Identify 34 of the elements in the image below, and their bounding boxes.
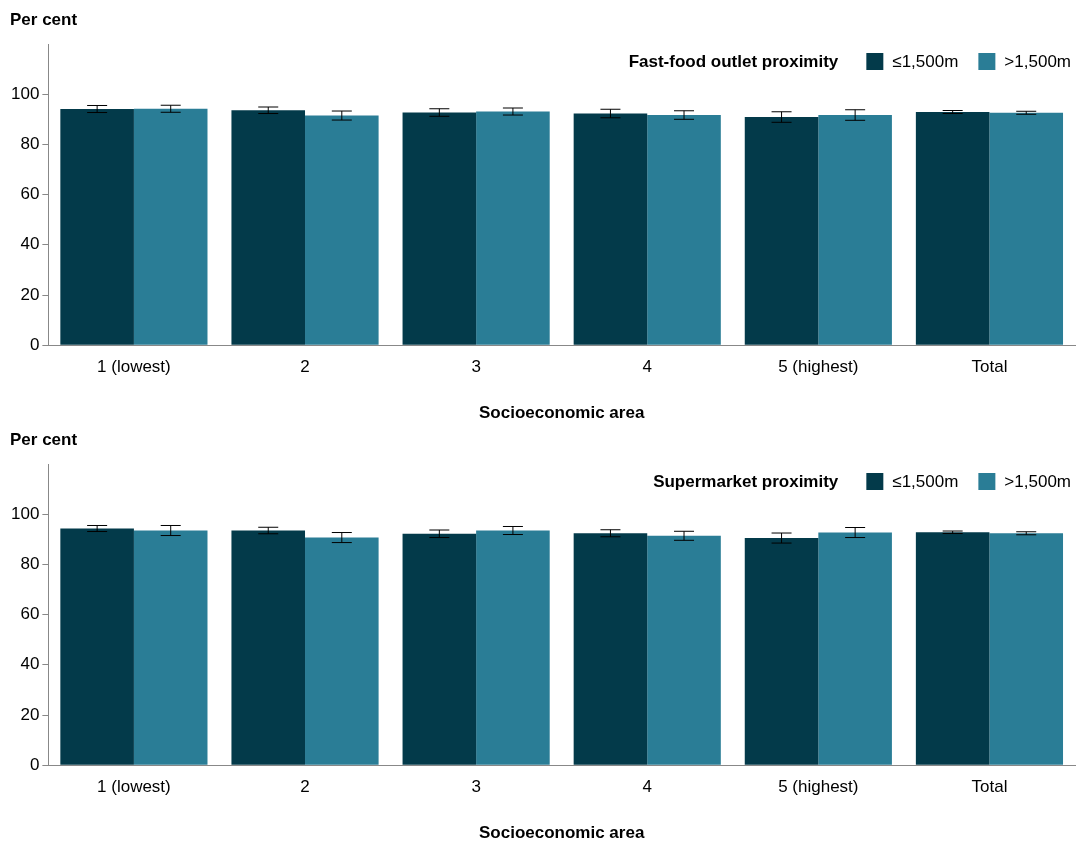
x-axis-title: Socioeconomic area: [479, 403, 645, 423]
legend-label: ≤1,500m: [892, 51, 959, 71]
y-tick-label: 20: [20, 704, 40, 724]
y-tick-label: 60: [20, 184, 40, 204]
x-tick-label: 5 (highest): [778, 777, 859, 797]
y-axis-title: Per cent: [10, 10, 78, 30]
y-tick-label: 100: [10, 83, 40, 103]
x-tick-label: Total: [971, 357, 1008, 377]
x-tick-label: 4: [642, 357, 652, 377]
legend-title: Fast-food outlet proximity: [628, 51, 839, 71]
y-tick-label: 80: [20, 134, 40, 154]
y-tick-label: 0: [29, 334, 40, 354]
x-tick-label: 1 (lowest): [97, 777, 171, 797]
y-tick-label: 0: [29, 754, 40, 774]
y-tick-label: 100: [10, 503, 40, 523]
legend-title: Supermarket proximity: [653, 471, 839, 491]
legend-label: >1,500m: [1004, 51, 1072, 71]
x-tick-label: 5 (highest): [778, 357, 859, 377]
x-axis-title: Socioeconomic area: [479, 823, 645, 843]
x-tick-label: 1 (lowest): [97, 357, 171, 377]
legend-label: >1,500m: [1004, 471, 1072, 491]
y-tick-label: 40: [20, 234, 40, 254]
y-tick-label: 40: [20, 654, 40, 674]
legend-label: ≤1,500m: [892, 471, 959, 491]
y-axis-title: Per cent: [10, 430, 78, 450]
y-tick-label: 20: [20, 284, 40, 304]
y-tick-label: 60: [20, 604, 40, 624]
x-tick-label: 2: [300, 777, 310, 797]
x-tick-label: Total: [971, 777, 1008, 797]
x-tick-label: 2: [300, 357, 310, 377]
y-tick-label: 80: [20, 554, 40, 574]
x-tick-label: 3: [471, 357, 481, 377]
x-tick-label: 4: [642, 777, 652, 797]
x-tick-label: 3: [471, 777, 481, 797]
